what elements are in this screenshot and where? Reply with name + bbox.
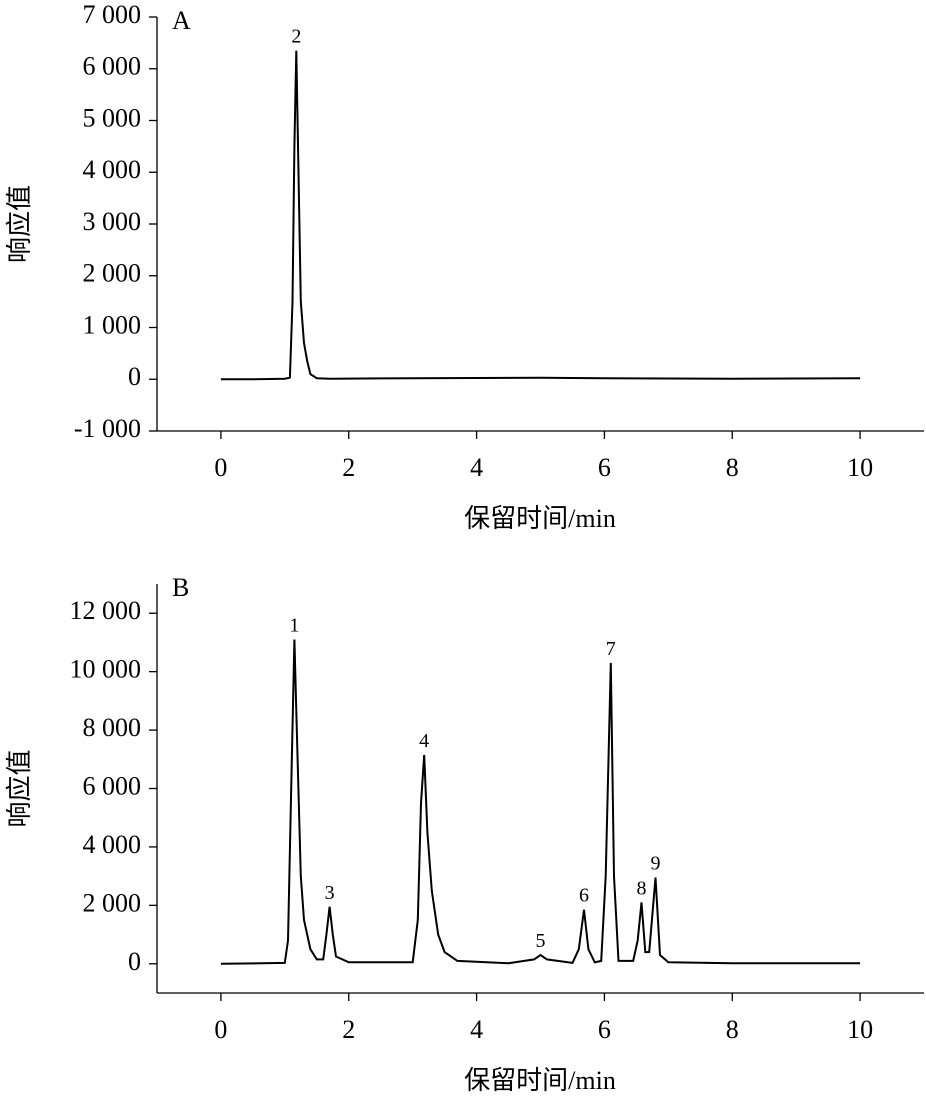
x-axis-label: 保留时间/min bbox=[464, 504, 616, 533]
peak-label: 1 bbox=[289, 615, 299, 637]
x-tick-label: 2 bbox=[342, 453, 355, 482]
y-tick-label: 2 000 bbox=[83, 259, 142, 288]
x-tick-label: 10 bbox=[847, 1015, 873, 1044]
y-tick-label: -1 000 bbox=[74, 414, 141, 443]
y-tick-label: 6 000 bbox=[83, 52, 142, 81]
y-tick-label: 7 000 bbox=[83, 0, 142, 29]
y-axis-label: 响应值 bbox=[5, 185, 34, 263]
x-axis-label: 保留时间/min bbox=[464, 1066, 616, 1095]
peak-label: 6 bbox=[579, 885, 589, 907]
y-tick-label: 0 bbox=[128, 947, 141, 976]
x-tick-label: 0 bbox=[214, 1015, 227, 1044]
y-tick-label: 3 000 bbox=[83, 207, 142, 236]
peak-label: 3 bbox=[325, 882, 335, 904]
y-tick-label: 0 bbox=[128, 362, 141, 391]
y-tick-label: 4 000 bbox=[83, 830, 142, 859]
x-tick-label: 6 bbox=[598, 1015, 611, 1044]
x-tick-label: 6 bbox=[598, 453, 611, 482]
x-tick-label: 2 bbox=[342, 1015, 355, 1044]
y-tick-label: 10 000 bbox=[70, 655, 142, 684]
peak-label: 8 bbox=[636, 877, 646, 899]
trace bbox=[220, 639, 861, 965]
trace bbox=[220, 50, 861, 381]
x-tick-label: 4 bbox=[470, 1015, 483, 1044]
x-tick-label: 8 bbox=[726, 453, 739, 482]
y-axis-label: 响应值 bbox=[5, 749, 34, 827]
y-tick-label: 4 000 bbox=[83, 155, 142, 184]
y-tick-label: 8 000 bbox=[83, 713, 142, 742]
y-tick-label: 1 000 bbox=[83, 310, 142, 339]
peak-label: 9 bbox=[651, 853, 661, 875]
panel-label: A bbox=[172, 6, 191, 35]
x-tick-label: 10 bbox=[847, 453, 873, 482]
y-tick-label: 12 000 bbox=[70, 596, 142, 625]
y-tick-label: 6 000 bbox=[83, 771, 142, 800]
y-tick-label: 2 000 bbox=[83, 888, 142, 917]
x-tick-label: 8 bbox=[726, 1015, 739, 1044]
peak-label: 4 bbox=[419, 730, 429, 752]
x-tick-label: 4 bbox=[470, 453, 483, 482]
peak-label: 2 bbox=[291, 26, 301, 48]
panel-label: B bbox=[172, 573, 189, 602]
peak-label: 5 bbox=[536, 930, 546, 952]
y-tick-label: 5 000 bbox=[83, 103, 142, 132]
peak-label: 7 bbox=[606, 638, 616, 660]
x-tick-label: 0 bbox=[214, 453, 227, 482]
